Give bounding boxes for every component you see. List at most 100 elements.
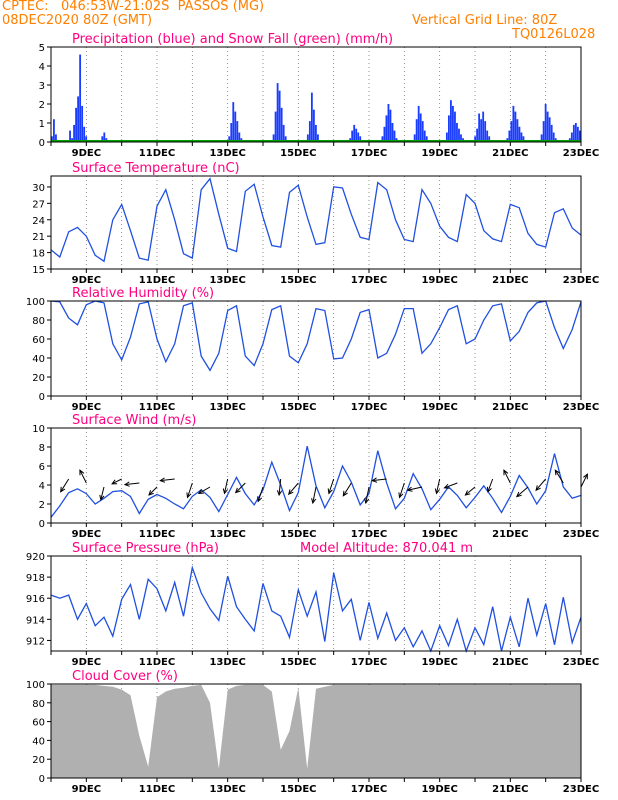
precip-bar — [85, 136, 88, 142]
date-label: 13DEC — [209, 529, 245, 540]
precip-bar — [476, 128, 479, 142]
y-tick-label: 30 — [32, 183, 45, 194]
wind-arrow-head — [123, 481, 130, 487]
y-tick-label: 0 — [39, 774, 45, 785]
grid-note: Vertical Grid Line: 80Z — [412, 13, 558, 28]
precip-bar — [458, 128, 460, 142]
precip-bar — [312, 109, 315, 142]
precip-bar — [387, 104, 390, 142]
y-tick-label: 10 — [32, 424, 45, 435]
date-label: 19DEC — [421, 657, 457, 668]
wind-arrow-head — [434, 488, 440, 495]
precip-bar — [540, 134, 543, 142]
y-tick-label: 2 — [39, 500, 45, 511]
wind-arrow — [187, 482, 193, 498]
wind-arrow — [554, 469, 564, 484]
precip-bar — [488, 136, 491, 142]
wind-arrow-head — [311, 498, 317, 505]
y-tick-label: 916 — [26, 594, 45, 605]
wind-arrow — [111, 478, 122, 485]
precip-bar — [419, 113, 422, 142]
precip-bar — [447, 115, 450, 142]
model-altitude: Model Altitude: 870.041 m — [300, 541, 473, 556]
precip-bar — [276, 83, 279, 142]
date-label: 15DEC — [280, 275, 316, 286]
date-label: 11DEC — [139, 402, 175, 413]
precip-bar — [454, 111, 456, 142]
station-coords: 046:53W-21:02S — [60, 0, 170, 14]
precip-bar — [522, 136, 525, 142]
precip-bar — [353, 124, 356, 142]
wind-arrow-head — [327, 488, 333, 495]
y-tick-label: 40 — [32, 736, 45, 747]
date-label: 13DEC — [209, 275, 245, 286]
wind-arrow — [278, 478, 282, 496]
precip-bar — [542, 121, 545, 142]
header-source: CPTEC: 046:53W-21:02S PASSOS (MG) — [2, 0, 264, 14]
wind-arrow-head — [222, 488, 228, 495]
wind-arrow-head — [342, 490, 348, 497]
wind-arrow-head — [99, 494, 105, 501]
wind-arrow-head — [148, 490, 154, 496]
wind-arrow — [580, 473, 588, 488]
precip-bar — [351, 130, 354, 142]
precip-bar — [510, 121, 513, 142]
date-label: 13DEC — [209, 784, 245, 795]
precip-bar — [308, 121, 311, 142]
precip-bar — [53, 119, 55, 142]
wind-arrow — [328, 478, 335, 494]
date-label: 21DEC — [492, 784, 528, 795]
precip-bar — [512, 105, 515, 142]
precip-bar — [574, 123, 577, 142]
date-label: 23DEC — [563, 784, 599, 795]
wind-arrow-head — [364, 498, 370, 505]
y-tick-label: 24 — [32, 216, 45, 227]
y-tick-label: 21 — [32, 232, 45, 243]
series-line — [50, 445, 582, 518]
wind-arrow — [235, 482, 246, 493]
precip-bar — [357, 132, 360, 142]
precip-bar — [415, 119, 418, 142]
precip-bar — [508, 130, 511, 142]
wind-arrow-head — [503, 469, 509, 476]
date-label: 9DEC — [72, 275, 101, 286]
precip-bar — [75, 107, 77, 142]
date-label: 21DEC — [492, 402, 528, 413]
y-tick-label: 5 — [39, 43, 45, 54]
precip-bar — [69, 130, 71, 142]
wind-arrow — [465, 486, 476, 496]
precip-bar — [445, 132, 448, 142]
precip-bar — [417, 105, 420, 142]
date-label: 15DEC — [280, 657, 316, 668]
date-label: 13DEC — [209, 657, 245, 668]
precip-bar — [460, 134, 462, 142]
precip-bar — [552, 132, 555, 142]
precip-bar — [546, 111, 549, 142]
model-id: TQ0126L028 — [512, 27, 596, 42]
date-label: 13DEC — [209, 402, 245, 413]
wind-arrow — [372, 478, 387, 482]
precip-bar — [278, 90, 281, 142]
wind-arrow — [160, 478, 175, 482]
precip-bar — [83, 126, 86, 142]
precip-bar — [77, 96, 80, 142]
wind-arrow — [365, 486, 370, 504]
y-tick-label: 60 — [32, 718, 45, 729]
date-label: 17DEC — [351, 148, 387, 159]
panel-frame — [50, 427, 582, 524]
panel-frame — [50, 683, 582, 779]
wind-arrow — [79, 469, 87, 484]
wind-arrow — [503, 469, 511, 484]
y-tick-label: 4 — [39, 62, 45, 73]
precip-bar — [413, 134, 416, 142]
precip-bar — [79, 54, 82, 142]
precip-bar — [486, 130, 489, 142]
precip-bar — [450, 100, 452, 142]
y-tick-label: 6 — [39, 462, 45, 473]
precip-bar — [383, 126, 386, 142]
series-line — [50, 300, 582, 372]
precip-bar — [425, 136, 428, 142]
precip-bar — [73, 124, 75, 142]
precip-bar — [516, 119, 519, 142]
date-label: 23DEC — [563, 148, 599, 159]
